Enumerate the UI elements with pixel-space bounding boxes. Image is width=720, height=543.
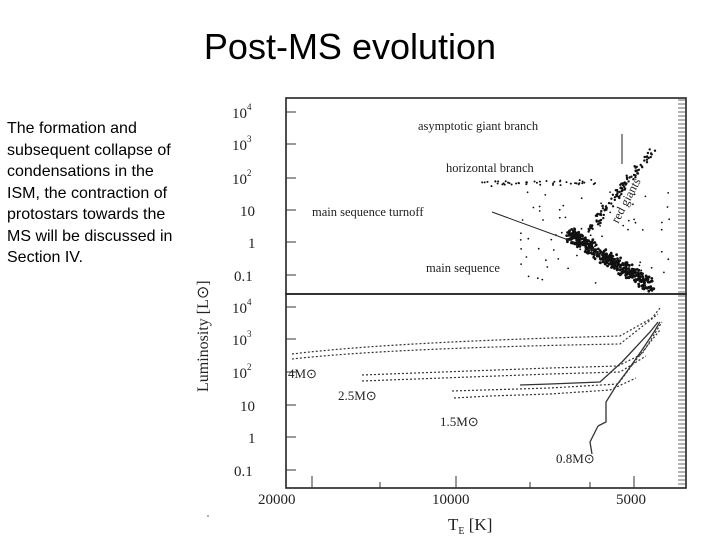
hr-diagram-figure: 104 103 102 10 1 0.1 104 103 102 10 1 0.… bbox=[190, 92, 688, 538]
y-tick-bottom-10: 10 bbox=[240, 399, 255, 415]
slide-body-text: The formation and subsequent collapse of… bbox=[7, 120, 173, 266]
track-label-1.5msun: 1.5M⊙ bbox=[440, 414, 479, 429]
label-hb: horizontal branch bbox=[446, 161, 535, 175]
y-tick-top-1: 1 bbox=[248, 236, 256, 252]
y-tick-top-10: 10 bbox=[240, 204, 255, 220]
x-tick-20000: 20000 bbox=[258, 492, 296, 508]
x-tick-5000: 5000 bbox=[616, 492, 646, 508]
slide-title: Post-MS evolution bbox=[203, 26, 497, 67]
y-tick-top-1e4: 104 bbox=[232, 102, 252, 122]
track-label-0.8msun: 0.8M⊙ bbox=[556, 451, 595, 466]
x-tick-10000: 10000 bbox=[432, 492, 470, 508]
y-tick-top-0.1: 0.1 bbox=[234, 269, 253, 285]
y-tick-bottom-1: 1 bbox=[248, 431, 256, 447]
y-tick-bottom-0.1: 0.1 bbox=[234, 464, 253, 480]
label-turnoff: main sequence turnoff bbox=[312, 205, 424, 219]
y-tick-top-1e2: 102 bbox=[232, 168, 252, 188]
y-axis-label: Luminosity [L⊙] bbox=[195, 280, 212, 392]
y-tick-bottom-1e2: 102 bbox=[232, 362, 252, 382]
track-label-2.5msun: 2.5M⊙ bbox=[338, 388, 377, 403]
bottom-panel-frame bbox=[285, 293, 687, 489]
track-label-4msun: 4M⊙ bbox=[288, 366, 317, 381]
y-tick-top-1e3: 103 bbox=[232, 134, 252, 154]
y-tick-bottom-1e3: 103 bbox=[232, 329, 252, 349]
label-agb: asymptotic giant branch bbox=[418, 119, 539, 133]
y-tick-bottom-1e4: 104 bbox=[232, 297, 252, 317]
cluster-scatter-points bbox=[481, 148, 671, 293]
x-axis-label: TE [K] bbox=[448, 515, 492, 537]
label-ms: main sequence bbox=[426, 261, 500, 275]
